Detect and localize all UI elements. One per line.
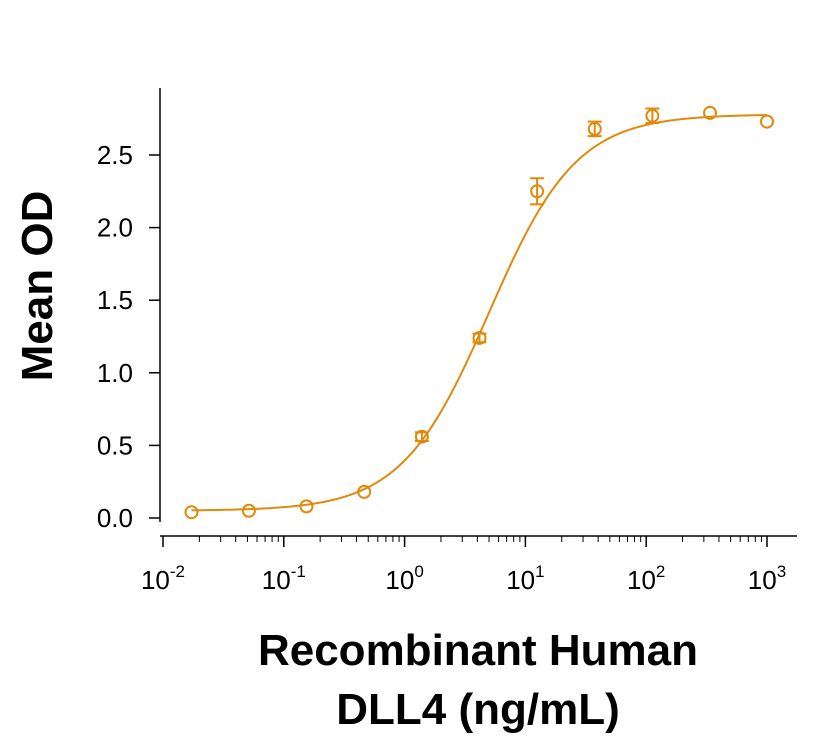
x-tick-label: 101 [506, 562, 544, 595]
data-point [587, 121, 602, 136]
data-point [241, 503, 256, 518]
x-tick-label: 10-2 [141, 562, 185, 595]
fit-curve [191, 114, 768, 512]
y-tick-label: 2.5 [97, 140, 133, 170]
y-axis: 0.0 0.5 1.0 1.5 2.0 2.5 [97, 88, 161, 533]
x-axis-title-line-1: Recombinant Human [258, 626, 698, 675]
data-point [414, 429, 429, 444]
data-point [703, 105, 718, 120]
y-tick-label: 2.0 [97, 213, 133, 243]
x-tick-exponent: -1 [291, 562, 306, 581]
x-tick-label: 10-1 [262, 562, 306, 595]
data-point [760, 114, 774, 129]
y-axis-title: Mean OD [13, 191, 62, 382]
x-tick-base: 10 [141, 565, 170, 595]
x-tick-exponent: 0 [414, 562, 423, 581]
data-point [184, 505, 199, 520]
x-tick-exponent: 2 [656, 562, 665, 581]
x-tick-label: 103 [748, 562, 786, 595]
y-tick-label: 1.0 [97, 358, 133, 388]
x-tick-base: 10 [627, 565, 656, 595]
x-axis: 10-2 10-1 100 101 102 103 [141, 535, 797, 595]
x-tick-base: 10 [506, 565, 535, 595]
y-tick-label: 0.0 [97, 503, 133, 533]
x-tick-exponent: -2 [170, 562, 185, 581]
data-point [645, 108, 660, 123]
y-tick-label: 1.5 [97, 285, 133, 315]
data-points [184, 105, 774, 520]
x-tick-base: 10 [385, 565, 414, 595]
x-axis-title-line-2: DLL4 (ng/mL) [336, 685, 620, 734]
x-tick-base: 10 [748, 565, 777, 595]
y-ticks: 0.0 0.5 1.0 1.5 2.0 2.5 [97, 140, 160, 533]
data-point [299, 499, 314, 514]
x-tick-exponent: 3 [777, 562, 786, 581]
x-ticks: 10-2 10-1 100 101 102 103 [141, 536, 786, 595]
x-tick-label: 100 [385, 562, 423, 595]
x-tick-exponent: 1 [535, 562, 544, 581]
x-tick-label: 102 [627, 562, 665, 595]
y-tick-label: 0.5 [97, 430, 133, 460]
x-tick-base: 10 [262, 565, 291, 595]
data-point [357, 484, 372, 499]
data-point [530, 184, 545, 199]
data-point [472, 330, 487, 345]
